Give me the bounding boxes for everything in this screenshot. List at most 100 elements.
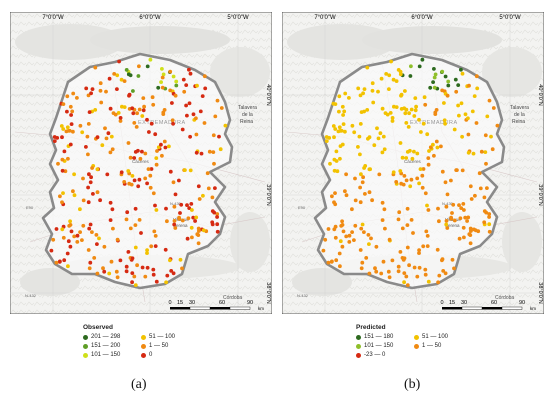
sample-point — [122, 180, 127, 184]
legend-swatch — [141, 334, 146, 340]
sample-point — [167, 144, 171, 149]
sample-point — [394, 105, 399, 109]
sample-point — [432, 85, 437, 90]
sample-point — [131, 111, 136, 116]
sample-point — [384, 72, 389, 76]
sample-point — [145, 248, 150, 253]
sample-point — [421, 167, 426, 171]
sample-point — [364, 256, 369, 260]
sample-point — [184, 83, 189, 87]
sample-point — [417, 248, 421, 253]
sample-point — [66, 239, 71, 244]
sample-point — [466, 116, 470, 121]
sample-point — [151, 102, 156, 107]
sample-point — [149, 244, 154, 249]
sample-point — [419, 130, 423, 134]
sample-point — [365, 65, 370, 70]
sample-point — [347, 240, 352, 244]
sample-point — [65, 251, 70, 256]
sample-point — [334, 149, 339, 154]
scale-tick-60: 60 — [219, 300, 225, 306]
sample-point — [331, 124, 336, 128]
sample-point — [409, 177, 414, 182]
sample-point — [387, 275, 392, 280]
sample-point — [437, 273, 442, 278]
sample-point — [162, 139, 167, 144]
sample-point — [63, 169, 68, 174]
sample-point — [90, 230, 94, 235]
sample-point — [201, 228, 206, 233]
sample-point — [194, 116, 198, 121]
sample-point — [180, 266, 184, 271]
sample-point — [186, 216, 191, 221]
sample-point — [81, 198, 86, 203]
sample-point — [421, 121, 426, 126]
lon-label-6w: 6°0'0"W — [411, 15, 433, 21]
sample-point — [160, 85, 165, 90]
observed-map: 7°0'0"W 6°0'0"W 5°0'0"W 40°0'0"N 39°0'0"… — [10, 12, 272, 314]
sample-point — [215, 98, 220, 103]
sample-point — [215, 215, 220, 219]
sample-point — [200, 94, 205, 98]
sample-point — [196, 226, 201, 231]
sample-point — [450, 211, 454, 215]
sample-point — [104, 136, 109, 141]
sample-point — [369, 236, 373, 241]
sample-point — [135, 263, 139, 268]
sample-point — [98, 198, 102, 203]
sample-point — [387, 237, 392, 242]
sample-point — [110, 147, 115, 152]
scale-unit: km — [530, 306, 536, 311]
sample-point — [394, 180, 399, 184]
sample-point — [95, 135, 100, 140]
legend-item: 101 — 150 — [83, 351, 141, 359]
sample-point — [151, 267, 156, 272]
sample-point — [484, 161, 488, 166]
sample-point — [490, 147, 495, 152]
sample-point — [362, 230, 366, 235]
sample-point — [436, 280, 440, 285]
sample-point — [340, 244, 345, 249]
sample-point — [332, 227, 337, 232]
sample-point — [118, 119, 123, 123]
sample-point — [402, 280, 406, 285]
sample-point — [361, 91, 365, 96]
sample-point — [432, 153, 436, 158]
sample-point — [87, 226, 92, 231]
sample-point — [435, 247, 440, 252]
sample-point — [417, 265, 422, 270]
lon-label-5w: 5°0'0"W — [227, 15, 249, 21]
sample-point — [361, 175, 365, 180]
sample-point — [195, 83, 199, 88]
sample-point — [352, 130, 357, 135]
sample-point — [374, 244, 379, 249]
sample-point — [172, 204, 177, 209]
sample-point — [71, 189, 75, 194]
sample-point — [449, 178, 453, 183]
sample-point — [475, 86, 480, 91]
sample-point — [479, 149, 484, 154]
sample-point — [60, 135, 64, 140]
sample-point — [341, 113, 345, 117]
sample-point — [458, 216, 463, 221]
sample-point — [163, 145, 168, 150]
sample-point — [477, 171, 482, 176]
sample-point — [95, 167, 100, 172]
sample-point — [72, 234, 77, 239]
sample-point — [482, 220, 487, 225]
sample-point — [425, 132, 430, 137]
sample-point — [323, 237, 328, 242]
sample-point — [215, 222, 220, 227]
sample-point — [51, 237, 56, 242]
scale-bar: 0 15 30 60 90 km — [440, 300, 536, 311]
sample-point — [400, 226, 405, 231]
sample-point — [340, 219, 344, 224]
sample-point — [149, 167, 154, 171]
sample-point — [353, 223, 358, 228]
sample-point — [54, 260, 59, 265]
sample-point — [482, 209, 487, 214]
place-label-caceres: Cáceres — [404, 159, 422, 164]
sample-point — [376, 136, 381, 141]
sample-point — [324, 135, 329, 139]
sample-point — [428, 145, 433, 150]
